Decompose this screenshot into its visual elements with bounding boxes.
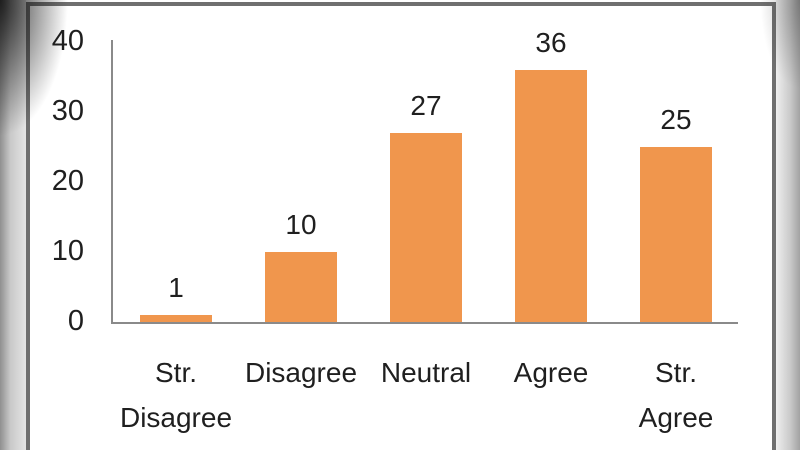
- category-label-line: Neutral: [380, 357, 472, 388]
- category-label-line: Disagree: [119, 402, 233, 433]
- bar-str-agree: [640, 147, 712, 322]
- category-label-line: Agree: [638, 402, 714, 433]
- bar-agree: [515, 70, 587, 322]
- bar-value-label: 1: [168, 272, 184, 303]
- right-margin-gradient: [776, 0, 800, 450]
- category-label: Str. Disagree: [101, 350, 251, 440]
- y-tick-label: 30: [51, 95, 84, 127]
- category-label: Agree: [476, 350, 626, 395]
- y-axis-line: [111, 40, 113, 324]
- x-axis-line: [111, 322, 738, 324]
- bar-value-label: 36: [535, 27, 567, 58]
- category-label-line: Disagree: [244, 357, 358, 388]
- category-label-line: Str.: [654, 357, 697, 388]
- bar-disagree: [265, 252, 337, 322]
- bar-str-disagree: [140, 315, 212, 322]
- y-tick-label: 20: [51, 165, 84, 197]
- bar-value-label: 10: [285, 209, 317, 240]
- y-tick-label: 0: [67, 305, 84, 337]
- category-label-line: Agree: [513, 357, 589, 388]
- category-label: Disagree: [226, 350, 376, 395]
- bar-value-label: 25: [660, 104, 692, 135]
- category-label-line: Str.: [154, 357, 197, 388]
- bar-neutral: [390, 133, 462, 322]
- y-tick-label: 10: [51, 235, 84, 267]
- bar-value-label: 27: [410, 90, 442, 121]
- y-tick-label: 40: [51, 25, 84, 57]
- category-label: Str. Agree: [601, 350, 751, 440]
- category-label: Neutral: [351, 350, 501, 395]
